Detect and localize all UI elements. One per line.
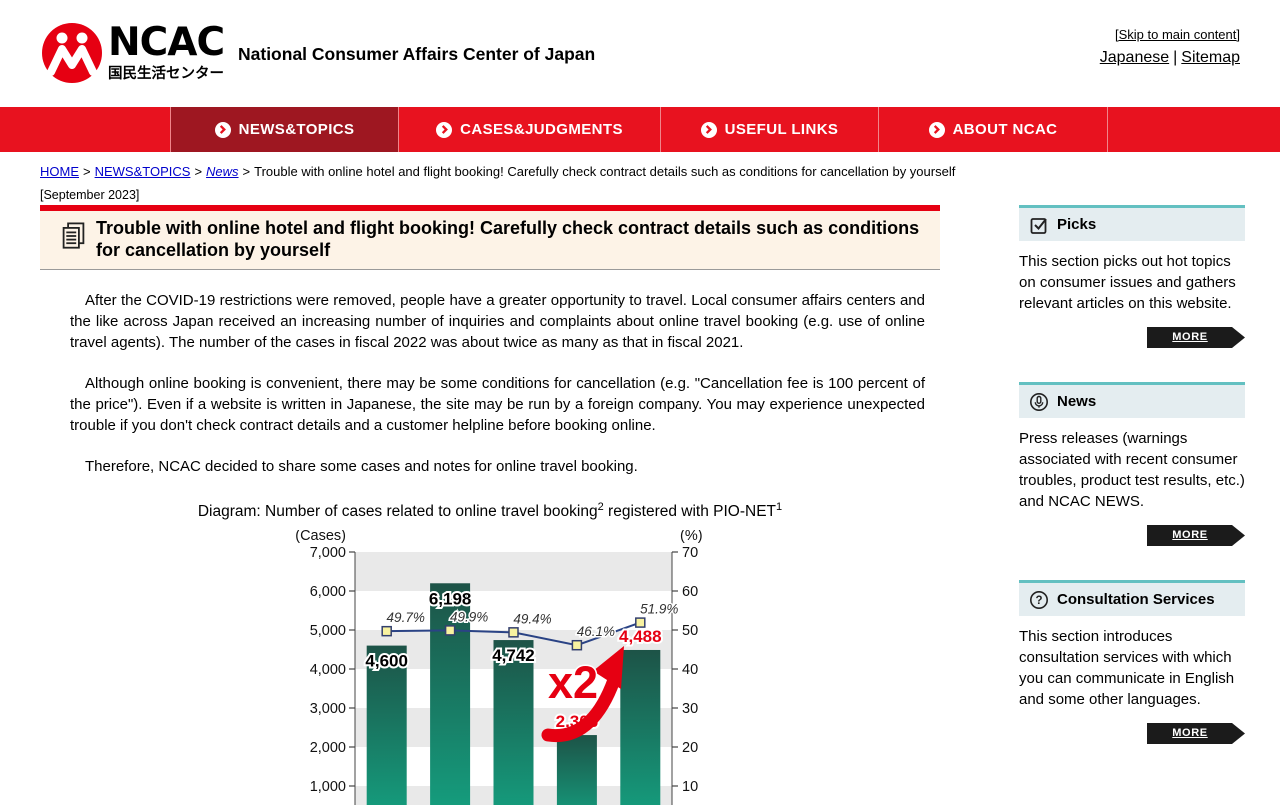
link-separator: | <box>1173 49 1178 66</box>
nav-item-news-topics[interactable]: NEWS&TOPICS <box>170 107 398 152</box>
article-date: [September 2023] <box>40 188 140 202</box>
sitemap-link[interactable]: Sitemap <box>1181 49 1240 66</box>
svg-text:4,742: 4,742 <box>492 646 535 665</box>
picks-header: Picks <box>1019 205 1245 241</box>
document-icon <box>62 222 85 249</box>
picks-description: This section picks out hot topics on con… <box>1019 253 1236 312</box>
svg-text:6,000: 6,000 <box>310 584 346 600</box>
svg-text:51.9%: 51.9% <box>640 602 678 617</box>
svg-text:20: 20 <box>682 740 698 756</box>
article-paragraph: Therefore, NCAC decided to share some ca… <box>85 458 638 475</box>
svg-text:70: 70 <box>682 545 698 561</box>
picks-more-button[interactable]: MORE <box>1147 327 1245 348</box>
news-description: Press releases (warnings associated with… <box>1019 430 1245 510</box>
consultation-header: ? Consultation Services <box>1019 580 1245 616</box>
logo-ncac-text: NCAC <box>108 19 225 65</box>
svg-text:3,000: 3,000 <box>310 701 346 717</box>
svg-text:6,198: 6,198 <box>429 589 472 608</box>
article-paragraph: After the COVID-19 restrictions were rem… <box>70 292 925 351</box>
nav-item-useful-links[interactable]: USEFUL LINKS <box>660 107 878 152</box>
svg-text:49.9%: 49.9% <box>450 610 488 625</box>
checkbox-icon <box>1030 217 1047 234</box>
consultation-more-button[interactable]: MORE <box>1147 723 1245 744</box>
chart-line <box>381 617 646 651</box>
sidebar: Picks This section picks out hot topics … <box>1019 205 1245 778</box>
site-title: National Consumer Affairs Center of Japa… <box>238 44 596 64</box>
page-title: Trouble with online hotel and flight boo… <box>96 218 920 260</box>
svg-text:x2: x2 <box>548 657 598 708</box>
svg-text:4,600: 4,600 <box>365 652 408 671</box>
chevron-right-circle-icon <box>214 121 231 138</box>
nav-item-cases-judgments[interactable]: CASES&JUDGMENTS <box>398 107 660 152</box>
svg-text:5,000: 5,000 <box>310 623 346 639</box>
svg-text:30: 30 <box>682 701 698 717</box>
cases-bar-line-chart: 7,000 6,000 5,000 4,000 3,000 2,000 1,000 70 60 5… <box>295 530 703 805</box>
diagram-caption: Diagram: Number of cases related to onli… <box>197 501 783 521</box>
svg-text:49.4%: 49.4% <box>513 611 551 626</box>
breadcrumb: HOME > NEWS&TOPICS > News > Trouble with onlin… <box>40 164 956 179</box>
svg-text:50: 50 <box>682 623 698 639</box>
article-paragraph: Although online booking is convenient, t… <box>70 375 925 434</box>
consultation-description: This section introduces consultation ser… <box>1019 628 1235 708</box>
svg-text:60: 60 <box>682 584 698 600</box>
sidebar-section-picks: Picks This section picks out hot topics … <box>1019 205 1245 348</box>
svg-text:10: 10 <box>682 779 698 795</box>
skip-to-content-link[interactable]: [Skip to main content] <box>1114 27 1240 42</box>
svg-text:2,000: 2,000 <box>310 740 346 756</box>
question-icon: ? <box>1030 590 1048 609</box>
logo-japanese-text: 国民生活センター <box>108 65 224 82</box>
svg-text:4,000: 4,000 <box>310 662 346 678</box>
breadcrumb-home-link[interactable]: HOME <box>40 164 79 179</box>
svg-text:7,000: 7,000 <box>310 545 346 561</box>
article-title-box: Trouble with online hotel and flight boo… <box>40 205 940 270</box>
chevron-right-circle-icon <box>436 121 453 138</box>
svg-text:49.7%: 49.7% <box>387 610 425 625</box>
chart-annotation: x2 <box>541 646 624 743</box>
site-header: NCAC 国民生活センター National Consumer Affairs … <box>0 0 1280 107</box>
svg-text:4,488: 4,488 <box>619 627 662 646</box>
chart-axes: 7,000 6,000 5,000 4,000 3,000 2,000 1,000 70 60 5… <box>295 530 703 805</box>
microphone-icon <box>1030 392 1048 411</box>
svg-text:40: 40 <box>682 662 698 678</box>
japanese-link[interactable]: Japanese <box>1099 49 1170 66</box>
nav-item-about-ncac[interactable]: ABOUT NCAC <box>878 107 1108 152</box>
svg-text:1,000: 1,000 <box>310 779 346 795</box>
chevron-right-circle-icon <box>928 121 945 138</box>
news-more-button[interactable]: MORE <box>1147 525 1245 546</box>
header-links: [Skip to main content] Japanese | Sitemap <box>1100 26 1240 67</box>
svg-text:?: ? <box>1035 595 1042 607</box>
sidebar-section-news: News Press releases (warnings associated… <box>1019 382 1245 546</box>
breadcrumb-news-topics-link[interactable]: NEWS&TOPICS <box>94 164 191 179</box>
main-navigation: NEWS&TOPICS CASES&JUDGMENTS USEFUL LINKS… <box>0 107 1280 152</box>
chevron-right-circle-icon <box>700 121 717 138</box>
content-layout: Trouble with online hotel and flight boo… <box>0 205 1280 805</box>
diagram-chart: 7,000 6,000 5,000 4,000 3,000 2,000 1,000 70 60 5… <box>40 530 940 805</box>
main-content: Trouble with online hotel and flight boo… <box>40 205 940 805</box>
breadcrumb-current: Trouble with online hotel and flight boo… <box>254 164 956 179</box>
svg-text:(%): (%) <box>680 530 703 544</box>
ncac-logo[interactable]: NCAC 国民生活センター <box>40 19 225 85</box>
breadcrumb-news-link[interactable]: News <box>206 164 239 179</box>
svg-text:(Cases): (Cases) <box>295 530 346 544</box>
chart-bars <box>366 583 661 805</box>
svg-text:46.1%: 46.1% <box>577 624 615 639</box>
ncac-logo-mark-icon <box>42 23 102 83</box>
sidebar-section-consultation: ? Consultation Services This section int… <box>1019 580 1245 744</box>
news-header: News <box>1019 382 1245 418</box>
